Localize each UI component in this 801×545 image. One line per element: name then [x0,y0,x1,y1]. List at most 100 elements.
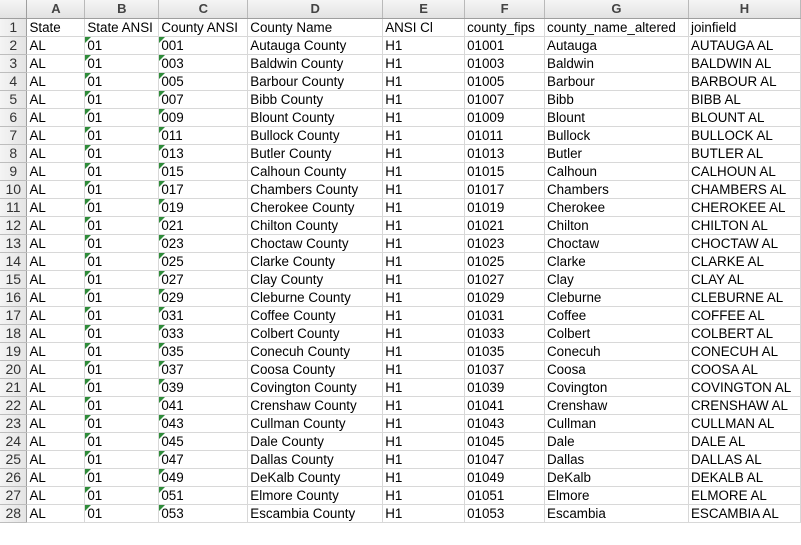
table-cell[interactable]: Barbour [544,72,689,91]
table-cell[interactable]: Chambers [544,180,689,199]
table-cell[interactable]: 01 [84,270,160,289]
table-cell[interactable]: 047 [158,450,249,469]
table-cell[interactable]: AL [26,198,86,217]
table-cell[interactable]: 027 [158,270,249,289]
table-cell[interactable]: CRENSHAW AL [688,396,801,415]
table-cell[interactable]: 01 [84,234,160,253]
header-cell[interactable]: ANSI Cl [382,18,466,37]
row-number[interactable]: 5 [0,90,28,109]
table-cell[interactable]: Dale County [247,432,384,451]
row-number[interactable]: 20 [0,360,28,379]
table-cell[interactable]: AL [26,414,86,433]
table-cell[interactable]: DALLAS AL [688,450,801,469]
table-cell[interactable]: Clay [544,270,689,289]
table-cell[interactable]: Clarke [544,252,689,271]
row-number[interactable]: 10 [0,180,28,199]
table-cell[interactable]: 01 [84,324,160,343]
table-cell[interactable]: Cleburne County [247,288,384,307]
table-cell[interactable]: 01049 [464,468,546,487]
row-number[interactable]: 15 [0,270,28,289]
table-cell[interactable]: H1 [382,270,466,289]
table-cell[interactable]: 01031 [464,306,546,325]
table-cell[interactable]: 023 [158,234,249,253]
column-header-f[interactable]: F [464,0,546,19]
table-cell[interactable]: H1 [382,450,466,469]
table-cell[interactable]: AL [26,342,86,361]
header-cell[interactable]: county_fips [464,18,546,37]
table-cell[interactable]: Cullman [544,414,689,433]
table-cell[interactable]: H1 [382,432,466,451]
table-cell[interactable]: Bullock County [247,126,384,145]
table-cell[interactable]: H1 [382,216,466,235]
header-cell[interactable]: county_name_altered [544,18,689,37]
table-cell[interactable]: 015 [158,162,249,181]
select-all-corner[interactable] [0,0,28,19]
table-cell[interactable]: Crenshaw County [247,396,384,415]
table-cell[interactable]: 01009 [464,108,546,127]
row-number[interactable]: 9 [0,162,28,181]
table-cell[interactable]: Cherokee [544,198,689,217]
row-number[interactable]: 16 [0,288,28,307]
row-number[interactable]: 25 [0,450,28,469]
table-cell[interactable]: 053 [158,504,249,523]
table-cell[interactable]: COLBERT AL [688,324,801,343]
table-cell[interactable]: 01007 [464,90,546,109]
table-cell[interactable]: H1 [382,36,466,55]
table-cell[interactable]: Baldwin County [247,54,384,73]
table-cell[interactable]: Butler County [247,144,384,163]
table-cell[interactable]: 029 [158,288,249,307]
table-cell[interactable]: 01 [84,144,160,163]
table-cell[interactable]: 051 [158,486,249,505]
table-cell[interactable]: 037 [158,360,249,379]
table-cell[interactable]: Chilton County [247,216,384,235]
table-cell[interactable]: 01001 [464,36,546,55]
column-header-b[interactable]: B [84,0,160,19]
table-cell[interactable]: Chilton [544,216,689,235]
table-cell[interactable]: DeKalb County [247,468,384,487]
row-number[interactable]: 12 [0,216,28,235]
table-cell[interactable]: AL [26,378,86,397]
table-cell[interactable]: Coosa County [247,360,384,379]
row-number[interactable]: 2 [0,36,28,55]
table-cell[interactable]: H1 [382,180,466,199]
row-number[interactable]: 4 [0,72,28,91]
row-number[interactable]: 28 [0,504,28,523]
table-cell[interactable]: Covington County [247,378,384,397]
table-cell[interactable]: Coffee County [247,306,384,325]
table-cell[interactable]: H1 [382,72,466,91]
row-number[interactable]: 14 [0,252,28,271]
table-cell[interactable]: Choctaw [544,234,689,253]
table-cell[interactable]: H1 [382,288,466,307]
table-cell[interactable]: Crenshaw [544,396,689,415]
table-cell[interactable]: AL [26,288,86,307]
table-cell[interactable]: BLOUNT AL [688,108,801,127]
table-cell[interactable]: CLEBURNE AL [688,288,801,307]
table-cell[interactable]: AL [26,90,86,109]
table-cell[interactable]: Colbert [544,324,689,343]
table-cell[interactable]: Escambia County [247,504,384,523]
table-cell[interactable]: 001 [158,36,249,55]
table-cell[interactable]: Chambers County [247,180,384,199]
table-cell[interactable]: Baldwin [544,54,689,73]
table-cell[interactable]: Coosa [544,360,689,379]
table-cell[interactable]: Elmore County [247,486,384,505]
table-cell[interactable]: CHOCTAW AL [688,234,801,253]
column-header-d[interactable]: D [247,0,384,19]
table-cell[interactable]: CONECUH AL [688,342,801,361]
table-cell[interactable]: AL [26,324,86,343]
table-cell[interactable]: 01041 [464,396,546,415]
table-cell[interactable]: CLARKE AL [688,252,801,271]
table-cell[interactable]: COFFEE AL [688,306,801,325]
table-cell[interactable]: AL [26,396,86,415]
table-cell[interactable]: Autauga County [247,36,384,55]
table-cell[interactable]: 009 [158,108,249,127]
table-cell[interactable]: 025 [158,252,249,271]
table-cell[interactable]: 01033 [464,324,546,343]
table-cell[interactable]: 031 [158,306,249,325]
table-cell[interactable]: ELMORE AL [688,486,801,505]
row-number[interactable]: 11 [0,198,28,217]
table-cell[interactable]: Calhoun County [247,162,384,181]
row-number[interactable]: 22 [0,396,28,415]
table-cell[interactable]: Escambia [544,504,689,523]
table-cell[interactable]: COVINGTON AL [688,378,801,397]
